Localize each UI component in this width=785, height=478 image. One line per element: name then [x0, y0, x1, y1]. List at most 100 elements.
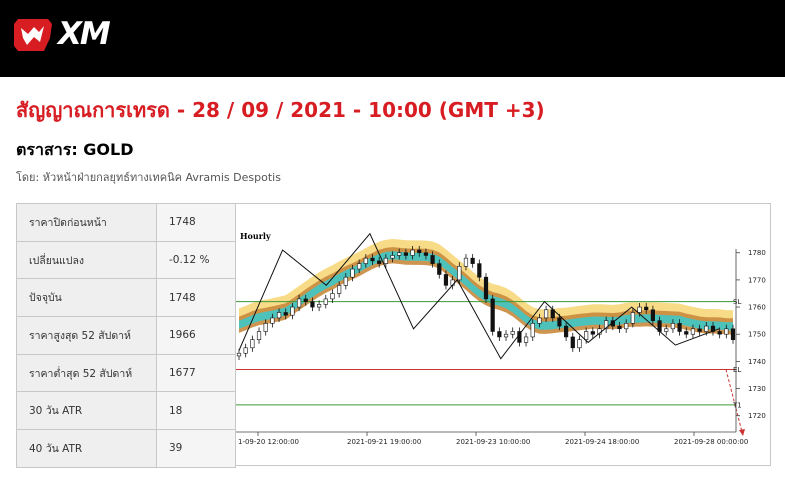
candle-body — [437, 263, 442, 275]
candle-body — [570, 336, 575, 349]
candle-body — [503, 333, 509, 338]
candle-body — [530, 323, 535, 338]
candle-body — [477, 263, 482, 278]
stat-label: ปัจจุบัน — [16, 278, 157, 318]
candle-body — [270, 317, 275, 324]
stat-label: ราคาต่ำสุด 52 สัปดาห์ — [16, 353, 157, 393]
candle-body — [624, 323, 629, 330]
stats-row: 40 วัน ATR 39 — [16, 429, 236, 468]
candle-body — [403, 252, 408, 256]
candle-body — [317, 304, 322, 308]
candle-body — [470, 257, 475, 264]
candle-body — [363, 257, 368, 264]
candle-body — [617, 325, 622, 330]
x-tick-label: 2021-09-24 18:00:00 — [565, 438, 639, 446]
y-tick-label: 1770 — [748, 276, 766, 284]
level-label: EL — [733, 366, 741, 374]
candle-body — [350, 268, 355, 278]
candle-body — [604, 320, 609, 330]
stat-label: ราคาปิดก่อนหน้า — [16, 203, 157, 242]
stat-label: 30 วัน ATR — [16, 391, 157, 431]
candle-body — [630, 312, 635, 324]
candle-body — [263, 323, 268, 332]
candle-body — [684, 331, 689, 335]
candle-body — [497, 331, 502, 338]
candle-body — [323, 298, 328, 305]
candle-body — [463, 257, 469, 267]
stat-value: 1677 — [156, 353, 236, 393]
candle-body — [430, 255, 435, 264]
candle-body — [276, 312, 282, 319]
candle-body — [283, 312, 288, 316]
candle-body — [704, 325, 709, 332]
candle-body — [490, 298, 495, 332]
x-tick-label: 1-09-20 12:00:00 — [238, 438, 299, 446]
candle-body — [483, 276, 489, 300]
instrument-heading: ตราสาร: GOLD — [16, 140, 134, 159]
candle-body — [717, 331, 722, 335]
target-arrow-head — [739, 429, 745, 436]
logo-bull-mark — [21, 26, 44, 45]
candle-body — [557, 317, 562, 327]
candle-body — [523, 336, 529, 343]
candle-body — [697, 328, 702, 332]
y-tick-label: 1730 — [748, 385, 766, 393]
candle-body — [637, 306, 642, 313]
candle-body — [256, 331, 262, 340]
level-label: SL — [733, 298, 741, 306]
stats-row: เปลี่ยนแปลง -0.12 % — [16, 240, 236, 280]
stat-value: 1966 — [156, 316, 236, 355]
candle-body — [243, 347, 248, 354]
stat-value: 1748 — [156, 278, 236, 318]
candle-body — [410, 249, 415, 256]
candle-body — [377, 260, 382, 264]
timeframe-label: Hourly — [240, 231, 271, 241]
candle-body — [370, 257, 375, 262]
candle-body — [330, 293, 335, 300]
candle-body — [310, 301, 315, 308]
y-tick-label: 1740 — [748, 358, 766, 366]
price-chart: Hourly SL EL T1 1780 1770 1760 1750 1740 1730 1720… — [235, 203, 771, 466]
y-tick-label: 1780 — [748, 249, 766, 257]
candle-body — [590, 331, 595, 335]
zigzag-line — [238, 232, 720, 360]
stats-row: ราคาต่ำสุด 52 สัปดาห์ 1677 — [16, 353, 236, 393]
logo-text: XM — [58, 16, 111, 52]
candle-body — [443, 274, 449, 286]
candle-body — [250, 339, 255, 349]
candle-body — [343, 276, 348, 286]
candle-body — [383, 257, 388, 264]
candle-body — [543, 309, 549, 319]
candle-body — [417, 249, 422, 254]
candle-body — [423, 252, 429, 256]
stat-value: 1748 — [156, 203, 236, 242]
stat-label: ราคาสูงสุด 52 สัปดาห์ — [16, 316, 157, 355]
stat-value: -0.12 % — [156, 240, 236, 280]
candle-body — [724, 328, 729, 335]
candle-body — [290, 306, 295, 316]
y-tick-label: 1760 — [748, 304, 766, 312]
x-tick-label: 2021-09-28 00:00:00 — [674, 438, 748, 446]
stat-value: 39 — [156, 429, 236, 468]
page-title: สัญญาณการเทรด - 28 / 09 / 2021 - 10:00 (… — [16, 98, 545, 122]
candle-body — [537, 317, 542, 324]
candle-body — [664, 328, 669, 332]
stats-row: ราคาปิดก่อนหน้า 1748 — [16, 203, 236, 242]
chart-svg: Hourly SL EL T1 1780 1770 1760 1750 1740 1730 1720… — [236, 231, 766, 446]
target-arrow-line — [725, 369, 743, 433]
stat-value: 18 — [156, 391, 236, 431]
author-byline: โดย: หัวหน้าฝ่ายกลยุทธ์ทางเทคนิค Avramis… — [16, 171, 281, 184]
candle-body — [644, 306, 649, 311]
header-bar: XM — [0, 0, 785, 77]
stat-label: เปลี่ยนแปลง — [16, 240, 157, 280]
candle-body — [650, 309, 655, 321]
candle-body — [296, 298, 302, 308]
candle-body — [577, 339, 582, 349]
xm-logo[interactable] — [14, 18, 132, 52]
candle-body — [337, 285, 342, 294]
candle-body — [584, 331, 589, 340]
ma-band-cyan — [239, 251, 733, 331]
candle-body — [677, 323, 682, 332]
candle-body — [510, 331, 515, 335]
candle-body — [730, 328, 736, 340]
